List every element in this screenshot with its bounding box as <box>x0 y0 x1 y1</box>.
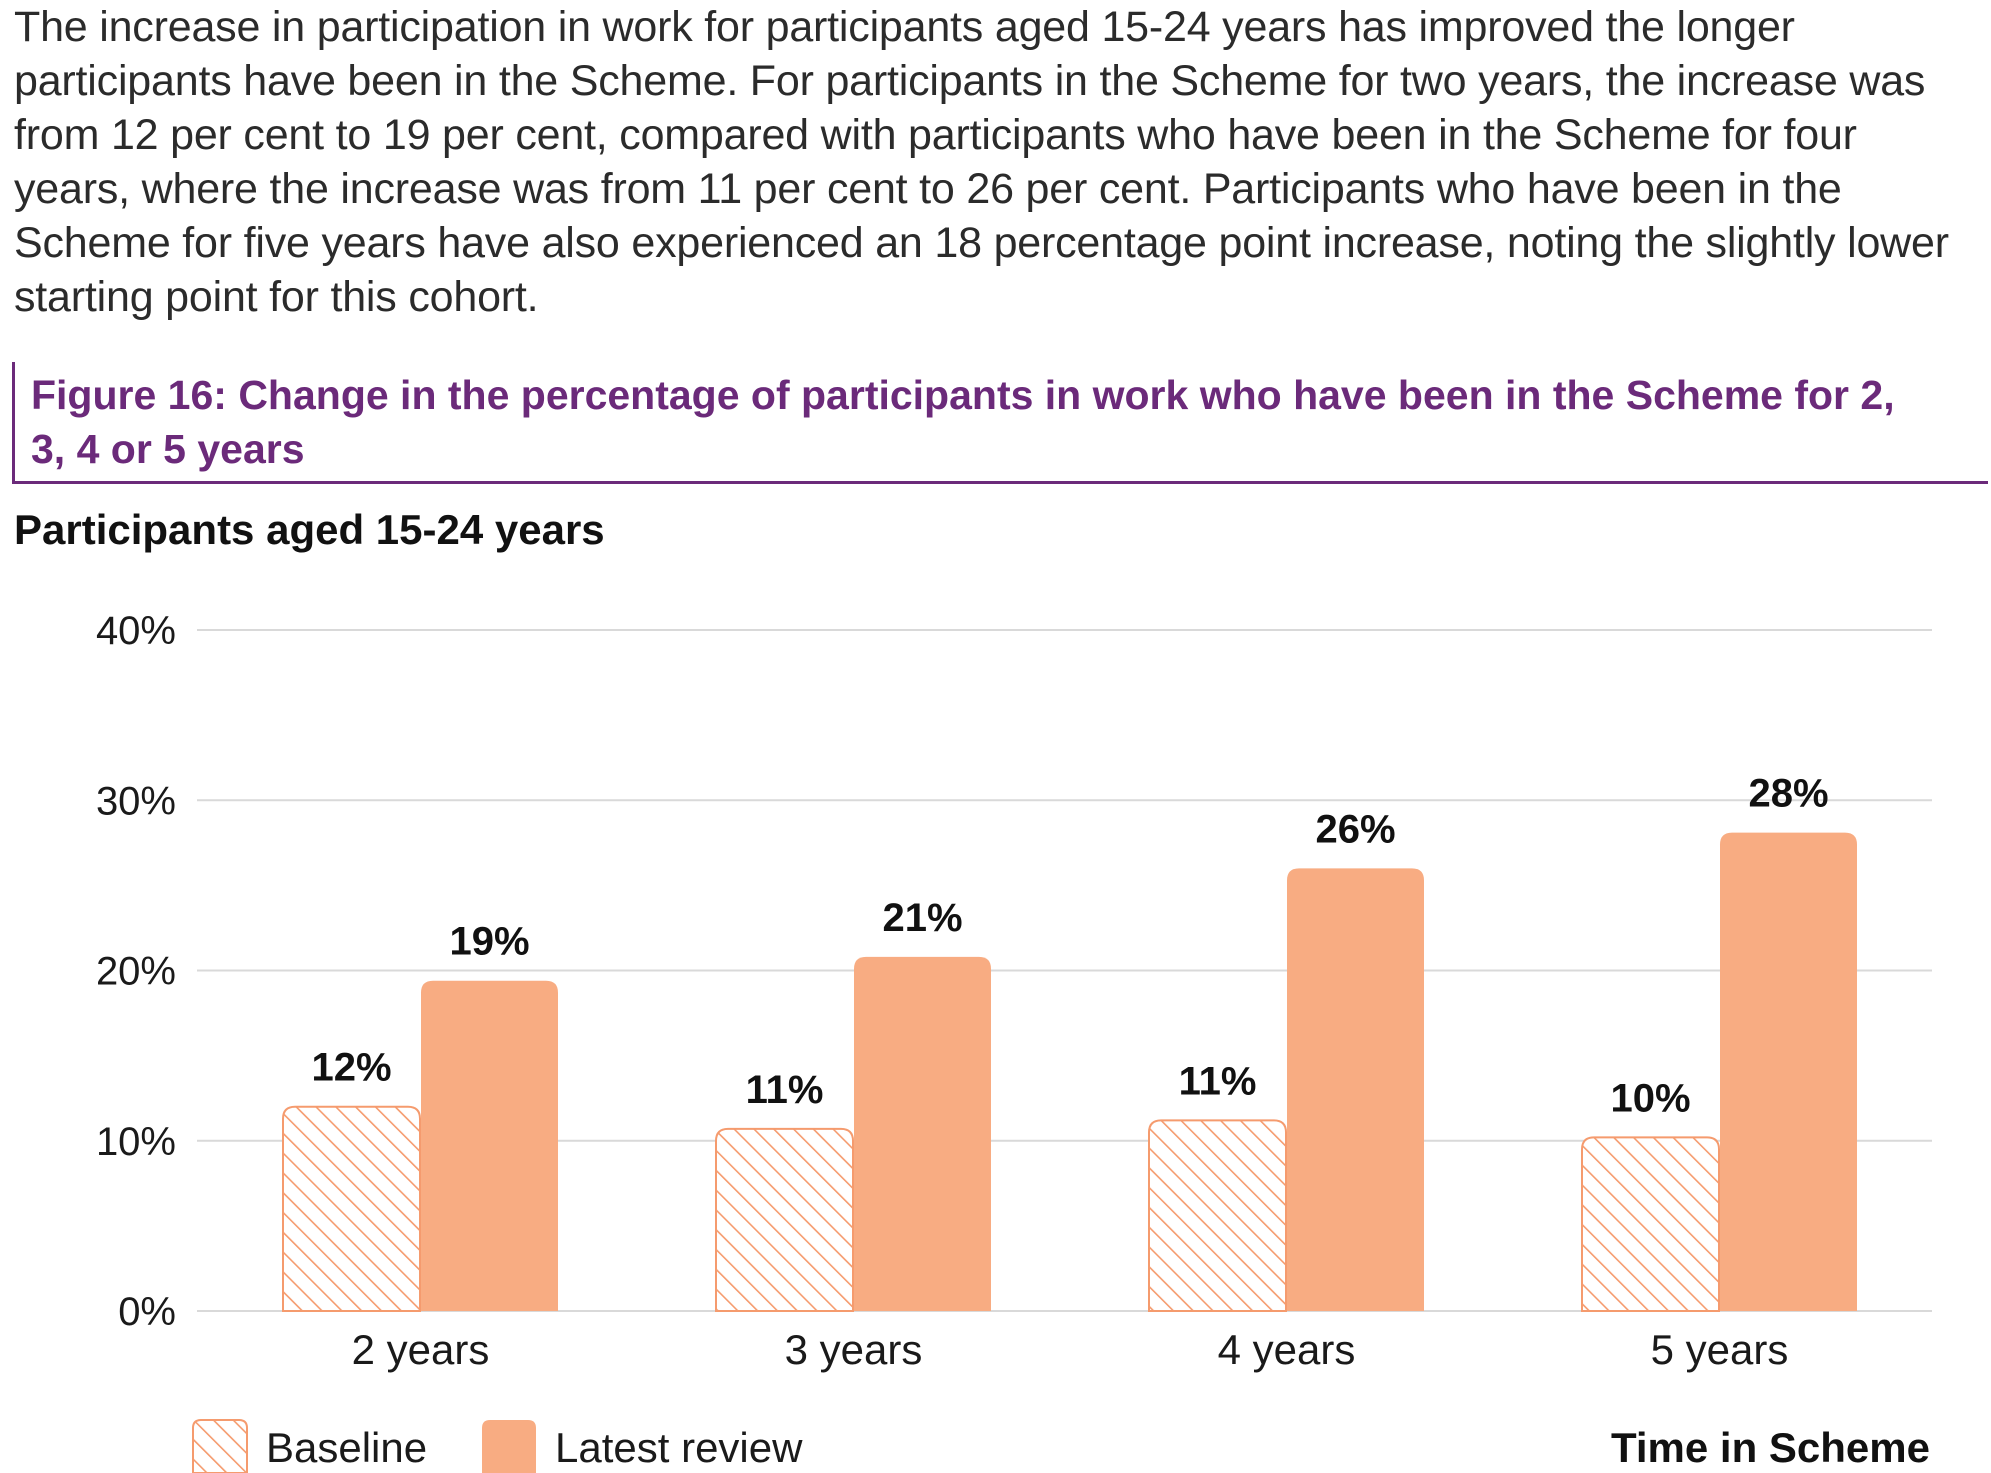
legend-label: Latest review <box>555 1424 803 1471</box>
legend: Baseline Latest review <box>192 1419 803 1473</box>
x-tick-label: 4 years <box>1218 1326 1356 1373</box>
data-label: 11% <box>1179 1059 1257 1103</box>
bar-latest-review <box>1287 868 1424 1311</box>
y-tick-label: 10% <box>96 1120 176 1164</box>
data-label: 19% <box>449 920 529 964</box>
legend-swatch-latest-review <box>482 1420 536 1473</box>
legend-swatch-baseline <box>192 1419 248 1473</box>
data-label: 10% <box>1610 1076 1690 1120</box>
bar-baseline <box>282 1105 421 1312</box>
intro-paragraph: The increase in participation in work fo… <box>14 3 1949 321</box>
bar-latest-review <box>1720 832 1857 1311</box>
data-label: 11% <box>746 1068 824 1112</box>
data-label: 21% <box>882 896 962 940</box>
data-label: 26% <box>1315 807 1395 851</box>
bars <box>282 832 1857 1312</box>
chart-title: Participants aged 15-24 years <box>14 506 605 553</box>
x-tick-label: 2 years <box>352 1326 490 1373</box>
legend-label: Baseline <box>266 1424 427 1471</box>
bar-baseline <box>1148 1119 1287 1312</box>
y-tick-label: 20% <box>96 950 176 994</box>
y-tick-label: 0% <box>118 1290 176 1334</box>
bar-latest-review <box>854 956 991 1311</box>
x-axis: 2 years 3 years 4 years 5 years <box>352 1326 1789 1373</box>
y-axis: 0% 10% 20% 30% 40% <box>96 609 176 1334</box>
x-axis-title: Time in Scheme <box>1611 1424 1930 1471</box>
bar-latest-review <box>421 980 558 1311</box>
data-labels: 12% 19% 11% 21% 11% 26% 10% 28% <box>311 772 1828 1121</box>
figure-caption: Figure 16: Change in the percentage of p… <box>31 372 1895 472</box>
y-tick-label: 40% <box>96 609 176 653</box>
data-label: 12% <box>311 1046 391 1090</box>
figure-caption-box: Figure 16: Change in the percentage of p… <box>12 362 1988 484</box>
x-tick-label: 5 years <box>1651 1326 1789 1373</box>
bar-baseline <box>1581 1136 1720 1312</box>
bar-baseline <box>715 1127 854 1312</box>
data-label: 28% <box>1748 772 1828 816</box>
y-tick-label: 30% <box>96 779 176 823</box>
x-tick-label: 3 years <box>785 1326 923 1373</box>
